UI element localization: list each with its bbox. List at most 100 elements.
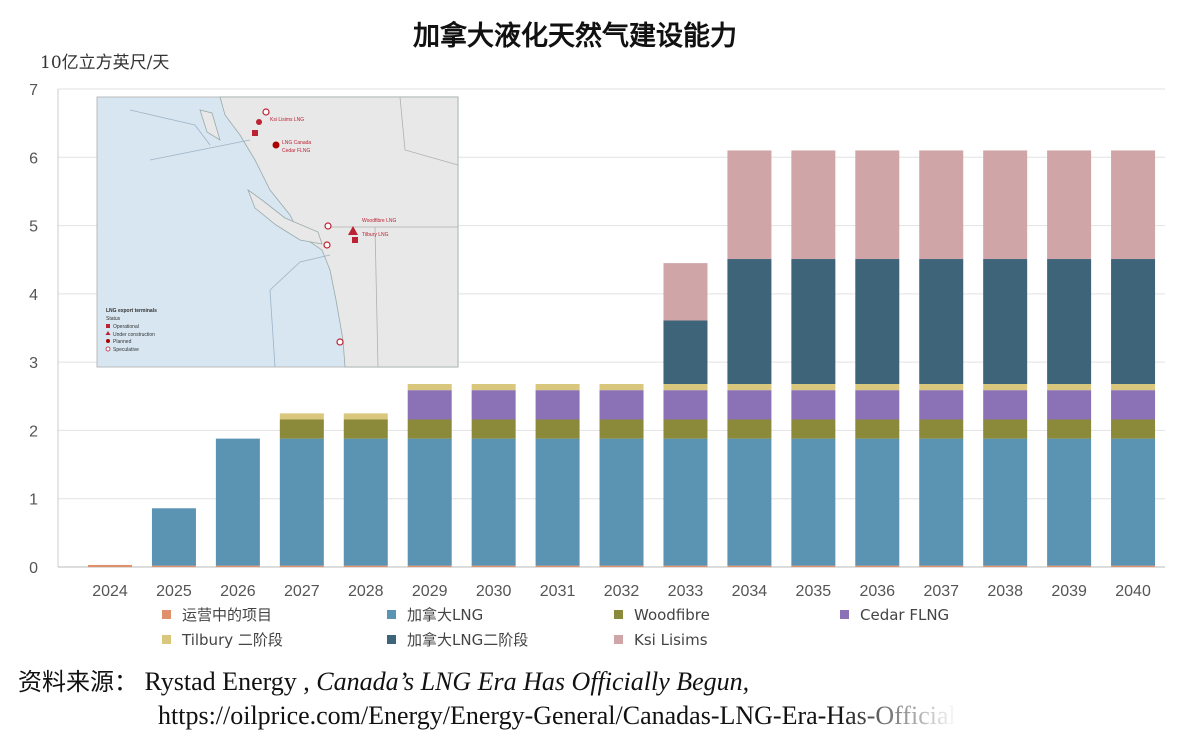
bar-segment-加拿大LNG [727,438,772,566]
bar-segment-Woodfibre [599,419,644,439]
bar-segment-Tilbury 二阶段 [535,383,580,391]
map-legend-item: Under construction [113,332,155,338]
bar-segment-Tilbury 二阶段 [855,383,900,391]
bar-segment-加拿大LNG二阶段 [791,259,836,384]
stacked-bar-chart: 0 1 2 3 4 5 6 7 2024 2025 2026 2027 2028 2029 2030 203… [29,82,1165,649]
bar-segment-Ksi Lisims [727,150,772,260]
bar-segment-Tilbury 二阶段 [407,383,452,391]
x-tick-label: 2036 [859,583,895,600]
legend-label: Cedar FLNG [860,606,949,624]
y-tick-label: 4 [29,287,38,304]
bar-segment-Woodfibre [791,419,836,439]
x-tick-label: 2031 [540,583,576,600]
bar-segment-加拿大LNG二阶段 [855,259,900,384]
bar-segment-加拿大LNG [215,438,260,566]
bar-segment-加拿大LNG [151,508,196,566]
map-legend-title: LNG export terminals [106,308,157,314]
terminal-marker [262,108,270,116]
terminal-marker [323,241,331,249]
bar-segment-加拿大LNG二阶段 [663,320,708,384]
source-publisher: Rystad Energy , [144,667,310,696]
legend-label: Woodfibre [634,606,710,624]
x-tick-label: 2026 [220,583,256,600]
bar-segment-运营中的项目 [215,565,260,567]
x-tick-label: 2027 [284,583,320,600]
bar-segment-Cedar FLNG [919,390,964,420]
bar-segment-加拿大LNG [599,438,644,566]
y-tick-label: 1 [29,492,38,509]
chart-legend: 运营中的项目 加拿大LNG Woodfibre Cedar FLNG Tilbury 二… [162,606,949,649]
bar-segment-Cedar FLNG [663,390,708,420]
map-legend: LNG export terminals Status Operational … [105,308,157,353]
bar-segment-加拿大LNG [919,438,964,566]
map-legend-operational-icon [106,324,110,328]
bar-segment-Ksi Lisims [919,150,964,260]
bar-segment-Cedar FLNG [791,390,836,420]
map-border-lines [325,96,459,368]
bar-segment-Cedar FLNG [855,390,900,420]
bar-segment-加拿大LNG二阶段 [919,259,964,384]
legend-label: 加拿大LNG [407,606,483,624]
map-island [247,188,323,245]
y-tick-label: 0 [29,560,38,577]
y-tick-label: 6 [29,150,38,167]
bar-segment-Woodfibre [663,419,708,439]
bar-segment-Cedar FLNG [471,390,516,420]
x-tick-label: 2040 [1115,583,1151,600]
x-tick-label: 2024 [92,583,128,600]
bar-segment-Woodfibre [855,419,900,439]
bar-segment-Tilbury 二阶段 [1047,383,1092,391]
map-place-labels: Ksi Lisims LNG LNG Canada Cedar FLNG Woo… [270,117,396,238]
y-tick-label: 2 [29,423,38,440]
bar-segment-运营中的项目 [1111,565,1156,567]
bar-segment-加拿大LNG [791,438,836,566]
x-tick-label: 2030 [476,583,512,600]
chart-title: 加拿大液化天然气建设能力 [413,21,737,52]
terminal-marker [256,119,262,125]
bar-segment-Woodfibre [1047,419,1092,439]
bar-segment-Woodfibre [343,419,388,439]
bar-segment-加拿大LNG [663,438,708,566]
map-island-small [199,109,221,141]
x-tick-label: 2034 [732,583,768,600]
terminal-marker [272,141,280,149]
bar-segment-Ksi Lisims [663,263,708,321]
bar-segment-Cedar FLNG [727,390,772,420]
source-label: 资料来源： [18,668,138,696]
bar-segment-Tilbury 二阶段 [791,383,836,391]
map-legend-speculative-icon [105,346,111,352]
bar-segment-Ksi Lisims [1047,150,1092,260]
map-label: Ksi Lisims LNG [270,117,304,123]
map-legend-construction-icon [105,331,111,335]
bar-segment-Woodfibre [279,419,324,439]
source-url[interactable]: https://oilprice.com/Energy/Energy-Gener… [158,701,958,730]
bar-segment-运营中的项目 [407,565,452,567]
y-tick-label: 3 [29,355,38,372]
map-legend-item: Speculative [113,347,139,353]
terminal-marker [252,130,258,136]
bar-segment-Ksi Lisims [855,150,900,260]
bar-segment-运营中的项目 [88,564,132,567]
x-tick-label: 2033 [668,583,704,600]
bar-segment-Cedar FLNG [1047,390,1092,420]
map-label: Tilbury LNG [362,232,389,238]
x-tick-label: 2028 [348,583,384,600]
terminal-marker [336,338,344,346]
map-land [219,96,459,368]
bar-segment-运营中的项目 [1047,565,1092,567]
bar-segment-加拿大LNG [343,438,388,566]
x-tick-label: 2037 [923,583,959,600]
legend-label: 加拿大LNG二阶段 [407,631,528,649]
bar-segment-Woodfibre [407,419,452,439]
bar-segment-加拿大LNG [279,438,324,566]
bar-segment-加拿大LNG [983,438,1028,566]
bar-segment-Tilbury 二阶段 [663,383,708,391]
x-tick-label: 2025 [156,583,192,600]
bar-segment-运营中的项目 [535,565,580,567]
x-tick-label: 2038 [987,583,1023,600]
bar-segment-运营中的项目 [663,565,708,567]
terminal-marker [348,226,358,235]
bar-segment-Woodfibre [983,419,1028,439]
bar-segment-运营中的项目 [599,565,644,567]
bar-segment-运营中的项目 [151,565,196,567]
